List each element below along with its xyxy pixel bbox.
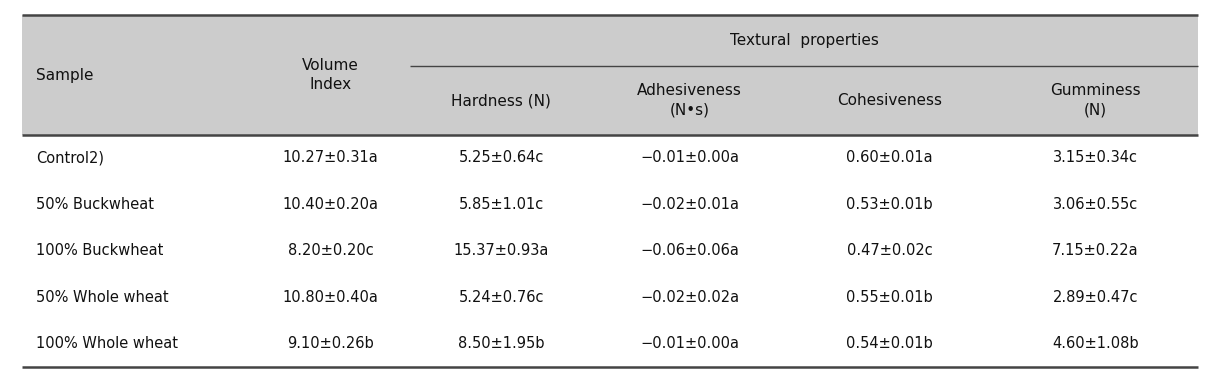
- Text: 5.24±0.76c: 5.24±0.76c: [459, 290, 545, 304]
- Bar: [22, 274, 1198, 320]
- Text: 5.25±0.64c: 5.25±0.64c: [459, 151, 543, 165]
- Text: 0.54±0.01b: 0.54±0.01b: [847, 336, 933, 351]
- Text: 7.15±0.22a: 7.15±0.22a: [1052, 243, 1139, 258]
- Text: 50% Whole wheat: 50% Whole wheat: [36, 290, 169, 304]
- Text: Gumminess
(N): Gumminess (N): [1050, 83, 1140, 118]
- Bar: [22, 135, 1198, 181]
- Text: 0.55±0.01b: 0.55±0.01b: [847, 290, 933, 304]
- Bar: [22, 15, 1198, 135]
- Text: 3.15±0.34c: 3.15±0.34c: [1053, 151, 1138, 165]
- Text: 10.80±0.40a: 10.80±0.40a: [283, 290, 378, 304]
- Text: 0.47±0.02c: 0.47±0.02c: [847, 243, 933, 258]
- Text: Textural  properties: Textural properties: [730, 33, 878, 48]
- Text: 9.10±0.26b: 9.10±0.26b: [287, 336, 374, 351]
- Text: 5.85±1.01c: 5.85±1.01c: [459, 197, 543, 212]
- Text: 4.60±1.08b: 4.60±1.08b: [1052, 336, 1139, 351]
- Text: 8.20±0.20c: 8.20±0.20c: [287, 243, 374, 258]
- Text: −0.02±0.01a: −0.02±0.01a: [640, 197, 739, 212]
- Text: 0.53±0.01b: 0.53±0.01b: [847, 197, 933, 212]
- Bar: [22, 228, 1198, 274]
- Text: 2.89±0.47c: 2.89±0.47c: [1053, 290, 1138, 304]
- Text: 0.60±0.01a: 0.60±0.01a: [847, 151, 933, 165]
- Text: 100% Whole wheat: 100% Whole wheat: [36, 336, 178, 351]
- Text: −0.06±0.06a: −0.06±0.06a: [640, 243, 739, 258]
- Text: −0.02±0.02a: −0.02±0.02a: [640, 290, 739, 304]
- Text: 10.27±0.31a: 10.27±0.31a: [283, 151, 378, 165]
- Text: Cohesiveness: Cohesiveness: [837, 93, 943, 108]
- Text: 3.06±0.55c: 3.06±0.55c: [1053, 197, 1138, 212]
- Text: Volume
Index: Volume Index: [302, 58, 359, 92]
- Text: Sample: Sample: [36, 68, 93, 83]
- Text: 100% Buckwheat: 100% Buckwheat: [36, 243, 164, 258]
- Text: Hardness (N): Hardness (N): [451, 93, 551, 108]
- Bar: [22, 181, 1198, 228]
- Text: 10.40±0.20a: 10.40±0.20a: [283, 197, 378, 212]
- Text: 8.50±1.95b: 8.50±1.95b: [459, 336, 545, 351]
- Text: Adhesiveness
(N•s): Adhesiveness (N•s): [637, 83, 742, 118]
- Text: 50% Buckwheat: 50% Buckwheat: [36, 197, 154, 212]
- Text: −0.01±0.00a: −0.01±0.00a: [640, 336, 739, 351]
- Bar: [22, 320, 1198, 367]
- Text: Control2): Control2): [36, 151, 104, 165]
- Text: −0.01±0.00a: −0.01±0.00a: [640, 151, 739, 165]
- Text: 15.37±0.93a: 15.37±0.93a: [454, 243, 549, 258]
